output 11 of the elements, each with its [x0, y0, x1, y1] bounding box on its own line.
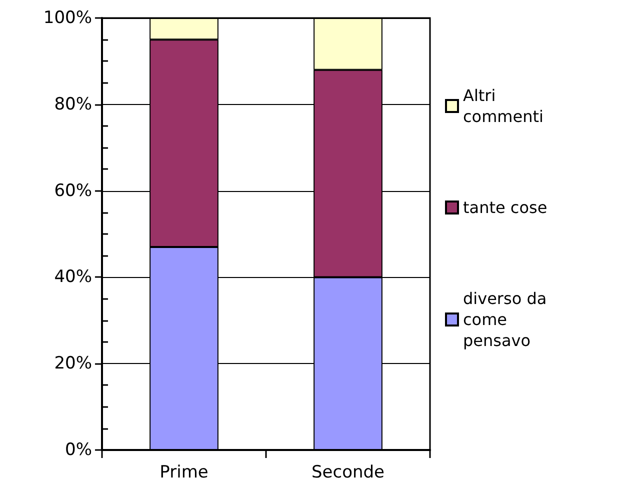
legend-label: tante cose: [463, 198, 548, 217]
y-tick-label: 60%: [54, 180, 92, 201]
x-tick-label: Seconde: [311, 462, 385, 482]
y-tick-label: 80%: [54, 94, 92, 114]
legend-label: diverso da come pensavo: [463, 289, 552, 350]
y-tick-label: 40%: [54, 267, 92, 288]
x-tick-label: Prime: [160, 462, 208, 482]
legend-label: Altri commenti: [463, 86, 544, 126]
y-tick-label: 0%: [65, 440, 92, 460]
y-tick-label: 20%: [54, 354, 92, 374]
y-tick-label: 100%: [43, 8, 92, 28]
